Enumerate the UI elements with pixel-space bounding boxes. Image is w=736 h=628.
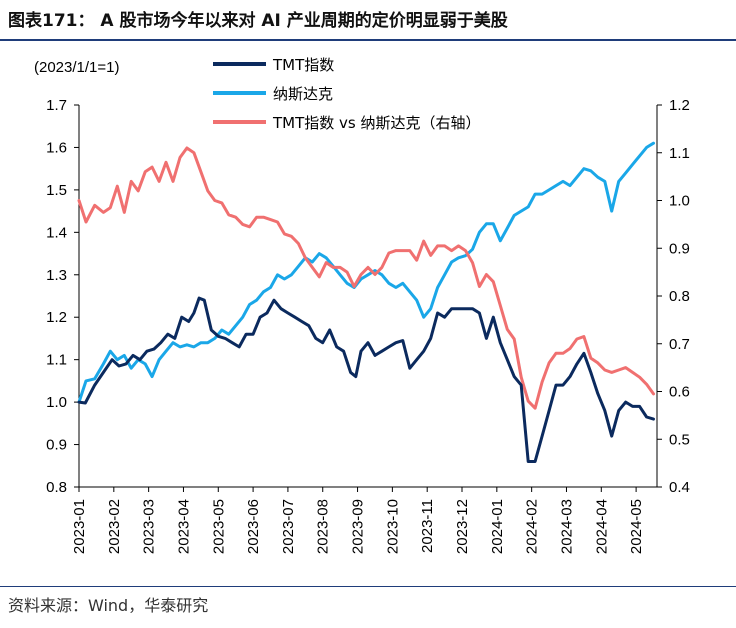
- right-axis-ticks: 0.4 0.5 0.6 0.7 0.8 0.9 1.0 1.1 1.2: [657, 97, 690, 496]
- x-tick-label: 2023-05: [210, 499, 227, 554]
- x-tick-label: 2024-02: [524, 499, 541, 554]
- right-tick-label: 0.9: [669, 240, 690, 257]
- x-tick-label: 2024-04: [593, 499, 610, 554]
- left-tick-label: 1.7: [46, 97, 67, 114]
- title-divider: [0, 39, 736, 41]
- left-tick-label: 1.0: [46, 394, 67, 411]
- x-tick-label: 2023-03: [141, 499, 158, 554]
- right-tick-label: 0.7: [669, 336, 690, 353]
- right-tick-label: 1.0: [669, 193, 690, 210]
- right-tick-label: 1.2: [669, 97, 690, 114]
- right-tick-label: 0.4: [669, 479, 690, 496]
- x-tick-label: 2023-02: [106, 499, 123, 554]
- legend-label-1: 纳斯达克: [273, 85, 333, 103]
- left-tick-label: 0.9: [46, 437, 67, 454]
- legend-label-0: TMT指数: [272, 56, 334, 74]
- source-note: 资料来源：Wind，华泰研究: [8, 596, 209, 615]
- left-tick-label: 1.1: [46, 352, 67, 369]
- source-divider: [0, 586, 736, 587]
- left-tick-label: 1.3: [46, 267, 67, 284]
- series-lines: [77, 141, 655, 463]
- x-tick-label: 2023-09: [350, 499, 367, 554]
- x-tick-label: 2024-01: [489, 499, 506, 554]
- x-tick-label: 2024-03: [558, 499, 575, 554]
- line-chart: 0.8 0.9 1.0 1.1 1.2 1.3 1.4 1.5 1.6 1.7 0.4 0.5 0.6…: [34, 56, 690, 554]
- x-axis-ticks: 2023-01 2023-02 2023-03 2023-04 2023-05 2023-…: [71, 487, 645, 554]
- x-tick-label: 2024-05: [628, 499, 645, 554]
- left-tick-label: 0.8: [46, 479, 67, 496]
- chart-title: 图表171： A 股市场今年以来对 AI 产业周期的定价明显弱于美股: [8, 11, 508, 31]
- left-axis-ticks: 0.8 0.9 1.0 1.1 1.2 1.3 1.4 1.5 1.6 1.7: [46, 97, 79, 496]
- left-tick-label: 1.6: [46, 139, 67, 156]
- x-tick-label: 2023-08: [315, 499, 332, 554]
- x-tick-label: 2023-01: [71, 499, 88, 554]
- right-tick-label: 0.5: [669, 431, 690, 448]
- x-tick-label: 2023-06: [245, 499, 262, 554]
- left-tick-label: 1.2: [46, 309, 67, 326]
- series-line-0: [77, 296, 655, 463]
- left-tick-label: 1.5: [46, 182, 67, 199]
- right-tick-label: 1.1: [669, 145, 690, 162]
- legend-label-2: TMT指数 vs 纳斯达克（右轴）: [272, 114, 481, 132]
- x-tick-label: 2023-04: [175, 499, 192, 554]
- left-tick-label: 1.4: [46, 224, 67, 241]
- right-tick-label: 0.6: [669, 384, 690, 401]
- series-line-1: [77, 141, 655, 404]
- x-tick-label: 2023-11: [419, 499, 436, 553]
- chart-subtitle: (2023/1/1=1): [34, 59, 119, 76]
- x-tick-label: 2023-10: [384, 499, 401, 554]
- x-tick-label: 2023-07: [280, 499, 297, 554]
- series-line-2: [77, 146, 655, 410]
- right-tick-label: 0.8: [669, 288, 690, 305]
- x-tick-label: 2023-12: [454, 499, 471, 554]
